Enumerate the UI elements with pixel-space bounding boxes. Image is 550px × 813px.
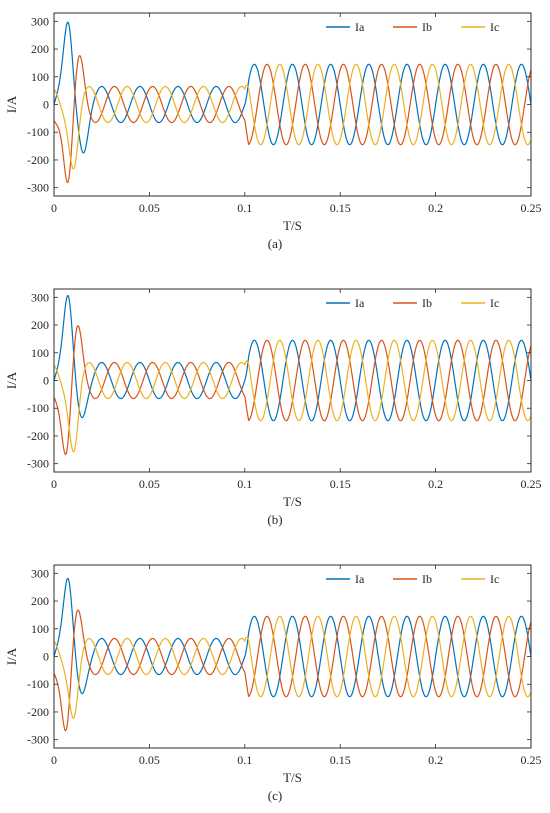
x-tick-label: 0.05 [139,477,160,491]
legend: Ia Ib Ic [326,20,499,34]
legend-label-ib: Ib [422,296,432,310]
x-tick-label: 0 [51,753,57,767]
x-tick-label: 0.2 [428,201,443,215]
y-tick-label: 200 [31,594,49,608]
x-tick-label: 0.05 [139,201,160,215]
legend-label-ib: Ib [422,572,432,586]
y-tick-label: 300 [31,566,49,580]
chart-panel-b: 0 0.05 0.1 0.15 0.2 0.25 -300 -200 -100 0 100 200 30… [0,276,550,516]
y-tick-label: 0 [43,374,49,388]
legend-label-ic: Ic [490,296,499,310]
x-tick-label: 0.25 [521,201,542,215]
plot-area [53,564,532,749]
legend-label-ic: Ic [490,20,499,34]
x-tick-label: 0.2 [428,753,443,767]
x-tick-label: 0.1 [237,201,252,215]
x-tick-label: 0.25 [521,753,542,767]
y-tick-label: 200 [31,318,49,332]
y-axis-title: I/A [4,95,19,113]
y-tick-label: 100 [31,346,49,360]
series-line-ic [53,63,532,170]
x-tick-label: 0.1 [237,753,252,767]
y-tick-label: -300 [27,457,49,471]
y-tick-label: 0 [43,98,49,112]
x-axis-title: T/S [283,770,302,785]
current-chart-b: 0 0.05 0.1 0.15 0.2 0.25 -300 -200 -100 0 100 200 30… [4,288,542,509]
panel-caption-c: (c) [267,788,283,803]
x-tick-label: 0.25 [521,477,542,491]
series-line-ic [53,615,532,719]
x-axis-title: T/S [283,494,302,509]
plot-area [53,12,532,197]
current-chart-a: 0 0.05 0.1 0.15 0.2 0.25 -300 -200 -100 0 100 200 30… [4,12,542,233]
y-tick-label: 300 [31,14,49,28]
y-tick-label: 100 [31,622,49,636]
x-tick-label: 0.15 [330,753,351,767]
legend: Ia Ib Ic [326,296,499,310]
y-tick-label: 100 [31,70,49,84]
series-line-ic [53,339,532,453]
y-tick-label: -300 [27,733,49,747]
y-tick-label: 0 [43,650,49,664]
x-axis-title: T/S [283,218,302,233]
y-tick-label: -100 [27,125,49,139]
x-tick-label: 0 [51,477,57,491]
chart-panel-c: 0 0.05 0.1 0.15 0.2 0.25 -300 -200 -100 0 100 200 30… [0,552,550,792]
x-tick-label: 0.15 [330,201,351,215]
x-tick-label: 0.1 [237,477,252,491]
legend-label-ic: Ic [490,572,499,586]
panel-caption-a: (a) [267,236,283,251]
plot-area [53,288,532,473]
x-tick-label: 0.2 [428,477,443,491]
x-tick-label: 0 [51,201,57,215]
legend-label-ia: Ia [355,296,365,310]
y-tick-label: -200 [27,705,49,719]
legend: Ia Ib Ic [326,572,499,586]
y-tick-label: 300 [31,290,49,304]
legend-label-ib: Ib [422,20,432,34]
legend-label-ia: Ia [355,572,365,586]
y-tick-label: -100 [27,401,49,415]
y-tick-label: -100 [27,677,49,691]
y-tick-label: -200 [27,153,49,167]
x-tick-label: 0.15 [330,477,351,491]
y-tick-label: -200 [27,429,49,443]
x-tick-label: 0.05 [139,753,160,767]
y-axis-title: I/A [4,371,19,389]
panel-caption-b: (b) [267,512,283,527]
current-chart-c: 0 0.05 0.1 0.15 0.2 0.25 -300 -200 -100 0 100 200 30… [4,564,542,785]
legend-label-ia: Ia [355,20,365,34]
y-tick-label: 200 [31,42,49,56]
y-tick-label: -300 [27,181,49,195]
y-axis-title: I/A [4,647,19,665]
chart-panel-a: 0 0.05 0.1 0.15 0.2 0.25 -300 -200 -100 0 100 200 30… [0,0,550,240]
